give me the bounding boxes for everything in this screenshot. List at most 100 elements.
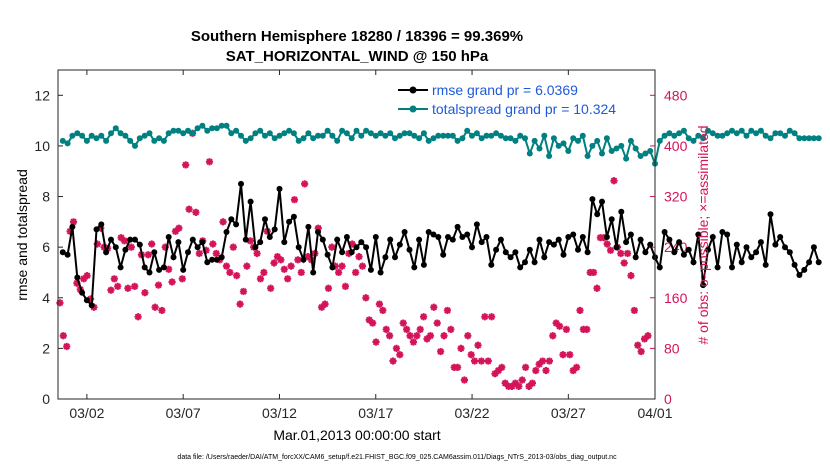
rmse-point bbox=[627, 231, 634, 238]
obs-count-marker bbox=[545, 357, 553, 365]
totalspread-point bbox=[719, 132, 726, 139]
totalspread-point bbox=[213, 125, 220, 132]
rmse-point bbox=[445, 234, 451, 240]
rmse-point bbox=[632, 254, 639, 261]
y-tick-label: 4 bbox=[42, 290, 50, 306]
totalspread-point bbox=[757, 127, 764, 134]
rmse-point bbox=[502, 249, 509, 256]
obs-count-marker bbox=[202, 246, 210, 254]
obs-count-marker bbox=[80, 275, 88, 283]
totalspread-point bbox=[690, 137, 697, 144]
obs-count-marker bbox=[606, 246, 615, 254]
obs-count-marker bbox=[365, 316, 373, 324]
rmse-point bbox=[339, 249, 346, 256]
obs-count-marker bbox=[205, 158, 214, 166]
obs-count-marker bbox=[212, 249, 220, 258]
totalspread-point bbox=[367, 130, 374, 137]
obs-count-marker bbox=[114, 282, 122, 290]
totalspread-point bbox=[281, 130, 288, 137]
rmse-point bbox=[599, 198, 605, 205]
rmse-point bbox=[584, 249, 591, 256]
rmse-point bbox=[555, 236, 562, 243]
obs-count-marker bbox=[131, 282, 139, 290]
totalspread-point bbox=[738, 127, 745, 134]
rmse-point bbox=[242, 236, 249, 243]
rmse-point bbox=[810, 244, 817, 251]
obs-count-marker bbox=[267, 284, 275, 292]
totalspread-point bbox=[271, 135, 278, 142]
rmse-point bbox=[700, 282, 707, 289]
rmse-point bbox=[690, 259, 697, 266]
rmse-point bbox=[719, 229, 726, 235]
rmse-point bbox=[411, 264, 418, 271]
obs-count-marker bbox=[93, 240, 101, 248]
totalspread-point bbox=[632, 145, 639, 152]
totalspread-point bbox=[266, 130, 273, 137]
totalspread-point bbox=[473, 130, 480, 137]
rmse-point bbox=[796, 272, 803, 278]
y2-tick-label: 0 bbox=[664, 391, 672, 407]
rmse-point bbox=[305, 223, 312, 230]
rmse-point bbox=[733, 241, 740, 248]
obs-count-marker bbox=[256, 275, 265, 283]
totalspread-point bbox=[262, 132, 268, 139]
totalspread-point bbox=[445, 132, 451, 139]
totalspread-point bbox=[141, 132, 148, 139]
obs-count-marker bbox=[335, 268, 343, 277]
plot-area bbox=[58, 70, 655, 399]
y-tick-label: 0 bbox=[42, 391, 50, 407]
totalspread-point bbox=[64, 140, 71, 147]
totalspread-point bbox=[613, 145, 620, 152]
totalspread-point bbox=[685, 135, 692, 142]
totalspread-point bbox=[714, 132, 721, 139]
rmse-point bbox=[262, 216, 268, 223]
totalspread-point bbox=[594, 137, 601, 144]
obs-count-marker bbox=[528, 379, 536, 387]
totalspread-point bbox=[88, 132, 95, 139]
obs-count-marker bbox=[644, 332, 652, 340]
y-tick-label: 8 bbox=[42, 189, 50, 205]
rmse-point bbox=[348, 249, 355, 256]
rmse-point bbox=[295, 244, 302, 251]
rmse-point bbox=[141, 264, 148, 271]
rmse-point bbox=[132, 236, 138, 243]
rmse-point bbox=[497, 236, 504, 243]
totalspread-point bbox=[753, 130, 760, 137]
obs-count-marker bbox=[484, 357, 492, 365]
obs-count-marker bbox=[559, 351, 567, 359]
totalspread-point bbox=[382, 132, 389, 139]
obs-count-marker bbox=[239, 287, 248, 296]
obs-count-marker bbox=[304, 253, 312, 261]
y-tick-label: 12 bbox=[34, 87, 50, 103]
rmse-point bbox=[112, 244, 119, 251]
chart-subtitle: SAT_HORIZONTAL_WIND @ 150 hPa bbox=[226, 48, 489, 65]
obs-count-marker bbox=[117, 234, 125, 242]
totalspread-point bbox=[300, 135, 307, 142]
x-tick-label: 04/01 bbox=[637, 405, 672, 421]
rmse-point bbox=[512, 249, 519, 256]
y2-tick-label: 480 bbox=[664, 87, 688, 103]
rmse-point bbox=[382, 254, 389, 261]
obs-count-marker bbox=[355, 253, 363, 261]
rmse-point bbox=[185, 249, 191, 256]
totalspread-point bbox=[238, 132, 244, 139]
rmse-point bbox=[88, 302, 95, 309]
rmse-point bbox=[247, 198, 254, 205]
obs-count-marker bbox=[382, 325, 390, 334]
totalspread-point bbox=[324, 127, 331, 134]
legend: rmse grand pr = 6.0369 totalspread grand… bbox=[398, 82, 616, 117]
rmse-point bbox=[661, 229, 668, 235]
rmse-point bbox=[151, 249, 158, 256]
rmse-point bbox=[228, 216, 235, 223]
obs-count-marker bbox=[572, 363, 581, 371]
obs-count-marker bbox=[389, 357, 397, 365]
totalspread-point bbox=[112, 125, 119, 132]
obs-count-marker bbox=[243, 262, 251, 270]
rmse-point bbox=[772, 241, 779, 248]
rmse-point bbox=[695, 231, 702, 238]
obs-count-marker bbox=[477, 357, 486, 365]
rmse-point bbox=[565, 234, 572, 240]
obs-count-marker bbox=[637, 347, 645, 356]
obs-count-marker bbox=[593, 284, 601, 292]
obs-count-marker bbox=[171, 227, 180, 235]
